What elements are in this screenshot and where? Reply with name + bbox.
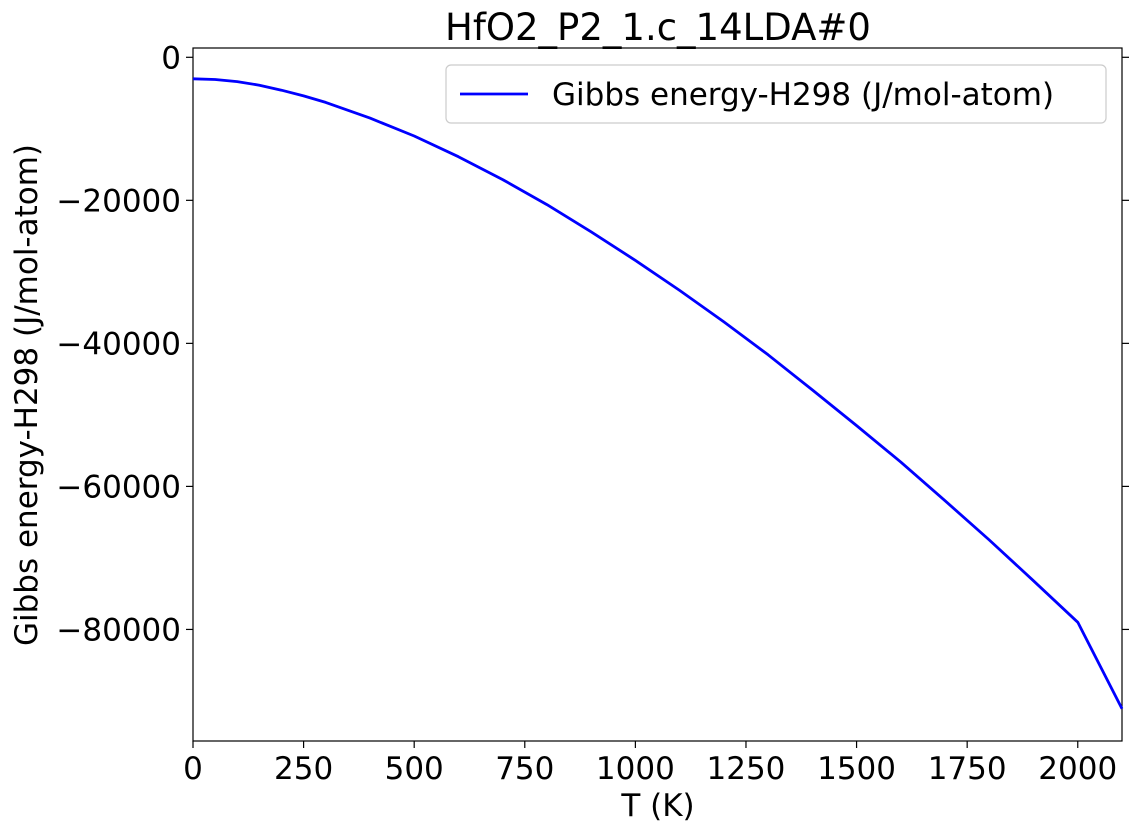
x-tick-label: 1750: [928, 751, 1007, 787]
plot-area: [192, 47, 1123, 742]
x-tick-label: 1500: [817, 751, 896, 787]
legend-label: Gibbs energy-H298 (J/mol-atom): [552, 77, 1054, 113]
y-axis-label: Gibbs energy-H298 (J/mol-atom): [9, 144, 45, 646]
chart-title: HfO2_P2_1.c_14LDA#0: [445, 6, 871, 49]
x-tick-label: 1000: [596, 751, 675, 787]
series-layer: [192, 77, 1124, 710]
y-tick-label: −60000: [56, 469, 181, 505]
x-tick-label: 1250: [707, 751, 786, 787]
x-tick-label: 750: [495, 751, 554, 787]
y-tick-label: −40000: [56, 326, 181, 362]
x-axis-ticks: 0 250 500 750 1000 1250 1500 1750 2000: [183, 741, 1117, 787]
x-tick-label: 250: [274, 751, 333, 787]
x-axis-label: T (K): [620, 788, 694, 824]
series-line: [192, 77, 1124, 710]
y-tick-label: 0: [161, 40, 181, 76]
y-axis-ticks: 0 −20000 −40000 −60000 −80000: [56, 40, 1129, 648]
legend: Gibbs energy-H298 (J/mol-atom): [445, 64, 1107, 124]
x-tick-label: 2000: [1038, 751, 1117, 787]
x-tick-label: 500: [385, 751, 444, 787]
y-tick-label: −20000: [56, 183, 181, 219]
y-tick-label: −80000: [56, 612, 181, 648]
x-tick-label: 0: [183, 751, 203, 787]
plot-border: [192, 47, 1123, 742]
legend-box: [445, 64, 1107, 124]
